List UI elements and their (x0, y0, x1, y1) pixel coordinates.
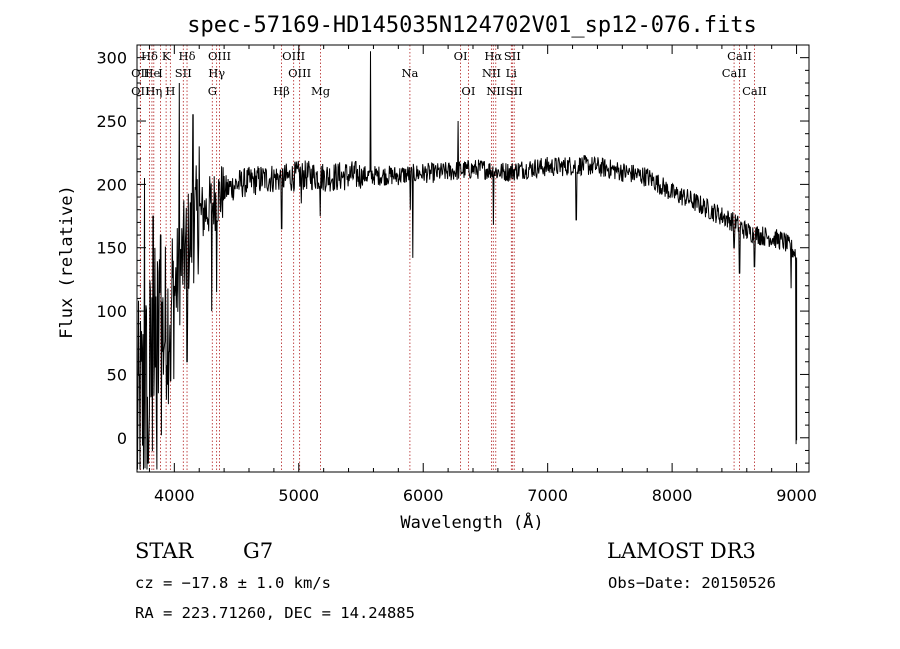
x-tick-label: 8000 (652, 486, 693, 505)
spectral-line-label: Hβ (273, 84, 290, 98)
spectral-line-label: He (144, 66, 161, 80)
spectral-line-label: SII (504, 49, 521, 63)
spectral-line-label: OIII (208, 49, 231, 63)
spectrum-series-line (136, 51, 798, 470)
spectral-line-label: Hγ (208, 66, 225, 80)
spectral-line-label: NII (486, 84, 505, 98)
y-tick-label: 250 (96, 112, 127, 131)
observation-date: Obs−Date: 20150526 (608, 574, 776, 592)
y-tick-label: 50 (107, 365, 127, 384)
x-tick-label: 6000 (403, 486, 444, 505)
spectral-line-label: OIII (288, 66, 311, 80)
spectral-line-label: CaII (722, 66, 747, 80)
y-tick-label: 0 (117, 429, 127, 448)
y-axis-label: Flux (relative) (57, 185, 77, 339)
spectral-line-label: G (208, 84, 217, 98)
survey-name: LAMOST DR3 (607, 539, 756, 563)
redshift-velocity: cz = −17.8 ± 1.0 km/s (135, 574, 331, 592)
x-tick-label: 9000 (776, 486, 817, 505)
spectral-line-label: Hδ (141, 49, 158, 63)
spectral-line-label: Hα (484, 49, 502, 63)
spectral-line-label: Hη (145, 84, 162, 98)
x-axis-label: Wavelength (Å) (400, 511, 543, 533)
coordinates: RA = 223.71260, DEC = 14.24885 (135, 604, 415, 622)
x-axis-ticks: 4000 5000 6000 7000 8000 9000 (148, 45, 817, 505)
y-tick-label: 150 (96, 239, 127, 258)
x-tick-label: 5000 (278, 486, 319, 505)
spectral-line-markers (139, 45, 755, 472)
spectral-line-label: NII (482, 66, 501, 80)
y-tick-label: 200 (96, 175, 127, 194)
y-tick-label: 300 (96, 49, 127, 68)
spectral-line-label: CaII (727, 49, 752, 63)
spectral-line-label: OI (461, 84, 475, 98)
spectral-line-label: OI (454, 49, 468, 63)
y-axis-ticks: 0 50 100 150 200 250 300 (96, 49, 809, 464)
plot-frame (136, 44, 810, 473)
spectral-line-label: SII (175, 66, 192, 80)
spectral-line-label: OII (131, 66, 150, 80)
y-tick-label: 100 (96, 302, 127, 321)
spectral-line-label: OIII (282, 49, 305, 63)
spectral-line-label: Li (506, 66, 518, 80)
spectral-line-label: OII (131, 84, 150, 98)
chart-title: spec-57169-HD145035N124702V01_sp12-076.f… (187, 13, 757, 38)
x-tick-label: 4000 (154, 486, 195, 505)
x-tick-label: 7000 (527, 486, 568, 505)
spectral-line-label: I (158, 66, 163, 80)
object-subclass: G7 (243, 539, 274, 563)
spectral-line-label: Mg (311, 84, 331, 98)
spectral-line-label: Na (401, 66, 418, 80)
spectral-line-label: SII (506, 84, 523, 98)
spectral-line-label: Hδ (179, 49, 196, 63)
spectral-line-label: K (162, 49, 171, 63)
spectral-line-label: H (165, 84, 175, 98)
spectral-line-label: CaII (742, 84, 767, 98)
object-class: STAR (135, 539, 194, 563)
